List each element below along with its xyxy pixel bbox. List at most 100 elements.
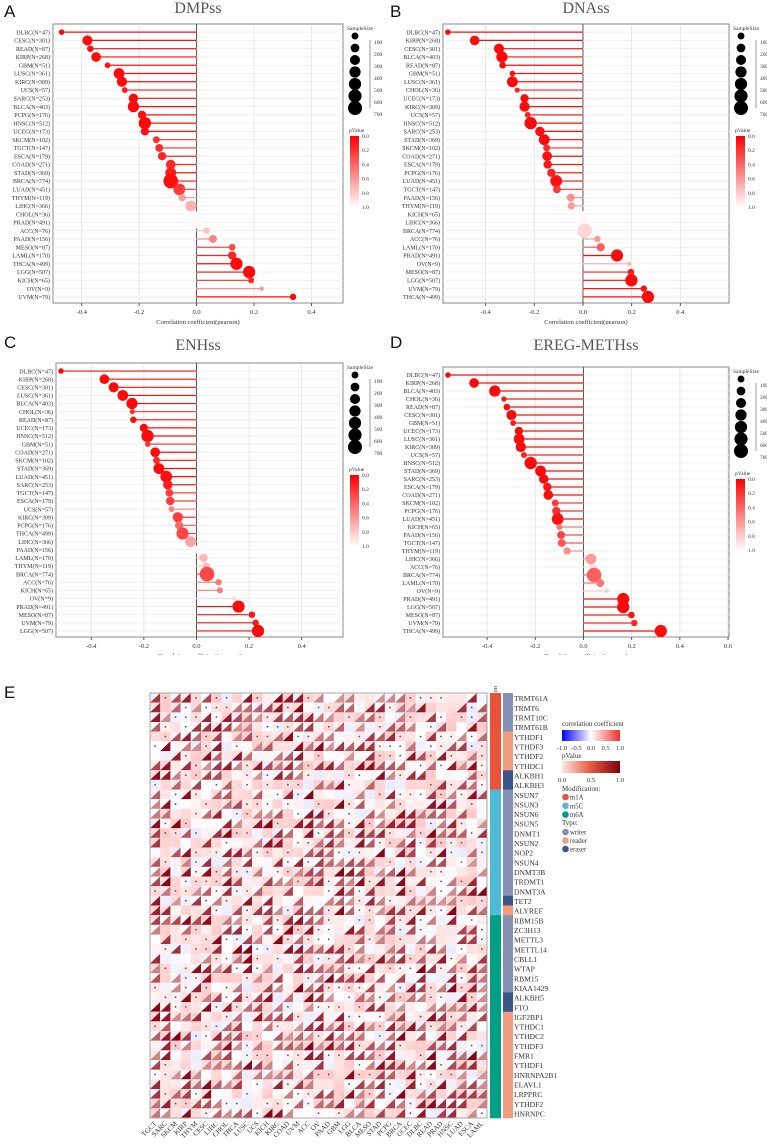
heatmap-cell — [477, 983, 487, 993]
heatmap-cell — [416, 963, 426, 973]
heatmap-cell — [211, 925, 221, 935]
heatmap-cell — [456, 1060, 466, 1070]
lollipop-dot — [252, 625, 264, 637]
heatmap-cell — [405, 1012, 415, 1022]
heatmap-cell — [160, 799, 170, 809]
heatmap-cell — [354, 925, 364, 935]
lollipop-dot — [109, 382, 119, 392]
size-legend-dot — [734, 432, 747, 445]
heatmap-cell — [170, 1031, 180, 1041]
row-label: CESC(N=301) — [404, 412, 440, 419]
heatmap-cell — [170, 848, 180, 858]
heatmap-cell — [170, 741, 180, 751]
heatmap-cell — [324, 819, 334, 829]
heatmap-cell — [160, 732, 170, 742]
heatmap-cell — [232, 751, 242, 761]
heatmap-cell — [405, 944, 415, 954]
lollipop-dot — [524, 117, 536, 129]
heatmap-cell — [467, 925, 477, 935]
heatmap-cell — [324, 1031, 334, 1041]
pvalue-legend-label: 0.0 — [362, 473, 369, 479]
heatmap-cell — [467, 934, 477, 944]
significance-dot — [185, 755, 187, 757]
significance-dot — [369, 1074, 371, 1076]
heatmap-cell — [181, 954, 191, 964]
lollipop-dot — [596, 579, 604, 587]
heatmap-cell — [456, 877, 466, 887]
heatmap-cell — [477, 1060, 487, 1070]
heatmap-cell — [283, 867, 293, 877]
row-label: OV(N=9) — [417, 588, 440, 595]
heatmap-cell — [191, 983, 201, 993]
heatmap-cell — [211, 857, 221, 867]
heatmap-cell — [242, 780, 252, 790]
heatmap-cell — [456, 761, 466, 771]
heatmap-cell — [303, 1031, 313, 1041]
heatmap-cell — [201, 906, 211, 916]
heatmap-cell — [405, 712, 415, 722]
heatmap-cell — [436, 867, 446, 877]
heatmap-cell — [242, 1070, 252, 1080]
heatmap-cell — [303, 712, 313, 722]
heatmap-cell — [221, 809, 231, 819]
heatmap-cell — [221, 1002, 231, 1012]
heatmap-cell — [334, 973, 344, 983]
heatmap-cell — [221, 1060, 231, 1070]
significance-dot — [471, 745, 473, 747]
lollipop-dot — [625, 274, 637, 286]
significance-dot — [410, 697, 412, 699]
heatmap-cell — [221, 712, 231, 722]
heatmap-cell — [436, 896, 446, 906]
heatmap-cell — [467, 770, 477, 780]
heatmap-cell — [334, 992, 344, 1002]
heatmap-cell — [416, 906, 426, 916]
heatmap-cell — [436, 838, 446, 848]
significance-dot — [185, 707, 187, 709]
lollipop-dot — [217, 587, 223, 593]
heatmap-cell — [252, 819, 262, 829]
heatmap-cell — [313, 915, 323, 925]
row-label: BRCA(N=774) — [16, 571, 53, 578]
heatmap-cell — [405, 780, 415, 790]
significance-dot — [338, 1054, 340, 1056]
heatmap-cell — [181, 848, 191, 858]
significance-dot — [450, 736, 452, 738]
lollipop-dot — [243, 266, 255, 278]
heatmap-cell — [456, 896, 466, 906]
lollipop-dot — [445, 29, 451, 35]
significance-dot — [297, 1054, 299, 1056]
heatmap-cell — [273, 934, 283, 944]
heatmap-cell — [252, 722, 262, 732]
heatmap-cell — [211, 838, 221, 848]
heatmap-cell — [160, 751, 170, 761]
heatmap-cell — [385, 799, 395, 809]
significance-dot — [358, 1074, 360, 1076]
significance-dot — [318, 803, 320, 805]
heatmap-cell — [293, 1041, 303, 1051]
lollipop-dot — [155, 144, 163, 152]
lollipop-dot — [611, 249, 623, 261]
heatmap-cell — [170, 732, 180, 742]
heatmap-cell — [364, 973, 374, 983]
heatmap-cell — [385, 925, 395, 935]
pvalue-legend-label: 1.0 — [748, 548, 755, 554]
lollipop-dot — [597, 243, 605, 251]
heatmap-cell — [446, 751, 456, 761]
heatmap-cell — [385, 780, 395, 790]
significance-dot — [399, 987, 401, 989]
heatmap-cell — [324, 1041, 334, 1051]
significance-dot — [389, 861, 391, 863]
heatmap-cell — [477, 1050, 487, 1060]
heatmap-cell — [313, 934, 323, 944]
heatmap-cell — [354, 809, 364, 819]
heatmap-cell — [395, 1002, 405, 1012]
heatmap-cell — [252, 963, 262, 973]
heatmap-cell — [181, 790, 191, 800]
significance-dot — [246, 909, 248, 911]
heatmap-cell — [385, 761, 395, 771]
heatmap-cell — [170, 857, 180, 867]
row-label: UVM(N=79) — [18, 294, 50, 301]
heatmap-cell — [170, 915, 180, 925]
heatmap-cell — [181, 992, 191, 1002]
